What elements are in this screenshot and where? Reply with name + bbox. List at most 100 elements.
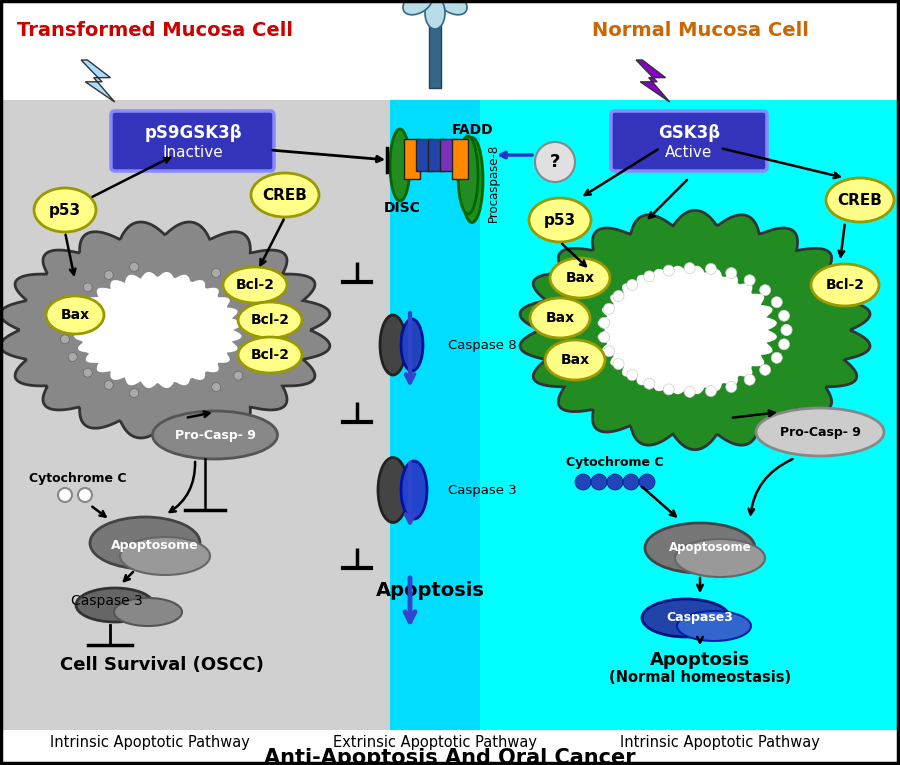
Circle shape xyxy=(535,142,575,182)
Text: Cell Survival (OSCC): Cell Survival (OSCC) xyxy=(60,656,264,674)
FancyBboxPatch shape xyxy=(452,139,468,179)
Bar xyxy=(429,18,441,88)
Circle shape xyxy=(259,339,268,347)
Text: Bax: Bax xyxy=(60,308,90,322)
Bar xyxy=(390,100,480,730)
Circle shape xyxy=(104,380,113,389)
Circle shape xyxy=(623,474,639,490)
Ellipse shape xyxy=(120,537,210,575)
Ellipse shape xyxy=(645,523,755,573)
Polygon shape xyxy=(0,222,329,438)
Circle shape xyxy=(68,353,77,362)
Circle shape xyxy=(78,488,92,502)
Text: Bax: Bax xyxy=(545,311,574,325)
Circle shape xyxy=(663,265,674,276)
Text: p53: p53 xyxy=(49,203,81,217)
Circle shape xyxy=(607,474,623,490)
Text: Bcl-2: Bcl-2 xyxy=(825,278,865,292)
Circle shape xyxy=(781,324,792,336)
Ellipse shape xyxy=(425,0,445,29)
Ellipse shape xyxy=(401,319,423,371)
Text: (Normal homeostasis): (Normal homeostasis) xyxy=(609,670,791,685)
Text: Caspase 8: Caspase 8 xyxy=(448,338,517,351)
Circle shape xyxy=(760,285,770,295)
Circle shape xyxy=(778,339,789,350)
Text: Active: Active xyxy=(665,145,713,159)
Polygon shape xyxy=(598,265,777,394)
Circle shape xyxy=(212,382,220,392)
Text: Inactive: Inactive xyxy=(163,145,223,159)
Circle shape xyxy=(613,291,624,301)
Ellipse shape xyxy=(826,178,894,222)
Text: Transformed Mucosa Cell: Transformed Mucosa Cell xyxy=(17,21,293,40)
Ellipse shape xyxy=(811,264,879,306)
FancyBboxPatch shape xyxy=(428,139,444,171)
Circle shape xyxy=(781,324,792,336)
Circle shape xyxy=(60,316,69,325)
Text: Anti-Apoptosis And Oral Cancer: Anti-Apoptosis And Oral Cancer xyxy=(265,748,635,765)
Text: Pro-Casp- 9: Pro-Casp- 9 xyxy=(779,425,860,438)
Ellipse shape xyxy=(251,173,319,217)
Text: Apoptosis: Apoptosis xyxy=(375,581,484,600)
Text: CREB: CREB xyxy=(838,193,882,207)
Ellipse shape xyxy=(378,457,408,522)
Ellipse shape xyxy=(530,298,590,338)
Circle shape xyxy=(250,356,259,365)
Ellipse shape xyxy=(756,408,884,456)
Bar xyxy=(0,730,900,765)
Circle shape xyxy=(130,389,139,398)
Ellipse shape xyxy=(223,267,287,303)
Circle shape xyxy=(639,474,655,490)
Ellipse shape xyxy=(437,0,467,15)
Text: GSK3β: GSK3β xyxy=(658,124,720,142)
Circle shape xyxy=(83,368,92,377)
Ellipse shape xyxy=(380,315,406,375)
Bar xyxy=(0,100,390,730)
Circle shape xyxy=(725,268,737,278)
Text: Bax: Bax xyxy=(561,353,590,367)
Ellipse shape xyxy=(238,337,302,373)
Ellipse shape xyxy=(238,302,302,338)
Circle shape xyxy=(60,335,69,343)
Text: Pro-Casp- 9: Pro-Casp- 9 xyxy=(175,428,256,441)
Circle shape xyxy=(604,303,615,314)
Ellipse shape xyxy=(46,296,104,334)
Circle shape xyxy=(104,271,113,279)
Circle shape xyxy=(259,312,268,321)
Ellipse shape xyxy=(545,340,605,380)
Text: Bcl-2: Bcl-2 xyxy=(250,313,290,327)
Text: Intrinsic Apoptotic Pathway: Intrinsic Apoptotic Pathway xyxy=(620,734,820,750)
Ellipse shape xyxy=(76,588,154,622)
Text: pS9GSK3β: pS9GSK3β xyxy=(144,124,242,142)
Bar xyxy=(480,100,900,730)
Circle shape xyxy=(644,378,654,389)
Circle shape xyxy=(234,371,243,380)
Circle shape xyxy=(663,384,674,395)
Ellipse shape xyxy=(152,411,277,459)
Text: Bax: Bax xyxy=(565,271,595,285)
Text: Intrinsic Apoptotic Pathway: Intrinsic Apoptotic Pathway xyxy=(50,734,250,750)
Ellipse shape xyxy=(550,258,610,298)
Polygon shape xyxy=(81,60,114,102)
FancyBboxPatch shape xyxy=(404,139,420,179)
Ellipse shape xyxy=(403,0,432,15)
Circle shape xyxy=(604,346,615,356)
Text: Apoptosome: Apoptosome xyxy=(112,539,199,552)
Text: Cytochrome C: Cytochrome C xyxy=(566,455,664,468)
Ellipse shape xyxy=(90,517,200,569)
Text: Caspase 3: Caspase 3 xyxy=(448,483,517,496)
Circle shape xyxy=(598,317,609,328)
Circle shape xyxy=(613,359,624,369)
Text: FADD: FADD xyxy=(452,123,494,137)
Circle shape xyxy=(778,310,789,321)
Circle shape xyxy=(644,271,654,282)
Circle shape xyxy=(771,353,782,363)
Circle shape xyxy=(771,297,782,308)
Bar xyxy=(0,0,900,100)
Circle shape xyxy=(706,386,716,396)
Ellipse shape xyxy=(677,611,751,641)
Circle shape xyxy=(684,386,695,397)
FancyBboxPatch shape xyxy=(611,111,767,171)
Circle shape xyxy=(760,364,770,376)
Text: Apoptosis: Apoptosis xyxy=(650,651,750,669)
